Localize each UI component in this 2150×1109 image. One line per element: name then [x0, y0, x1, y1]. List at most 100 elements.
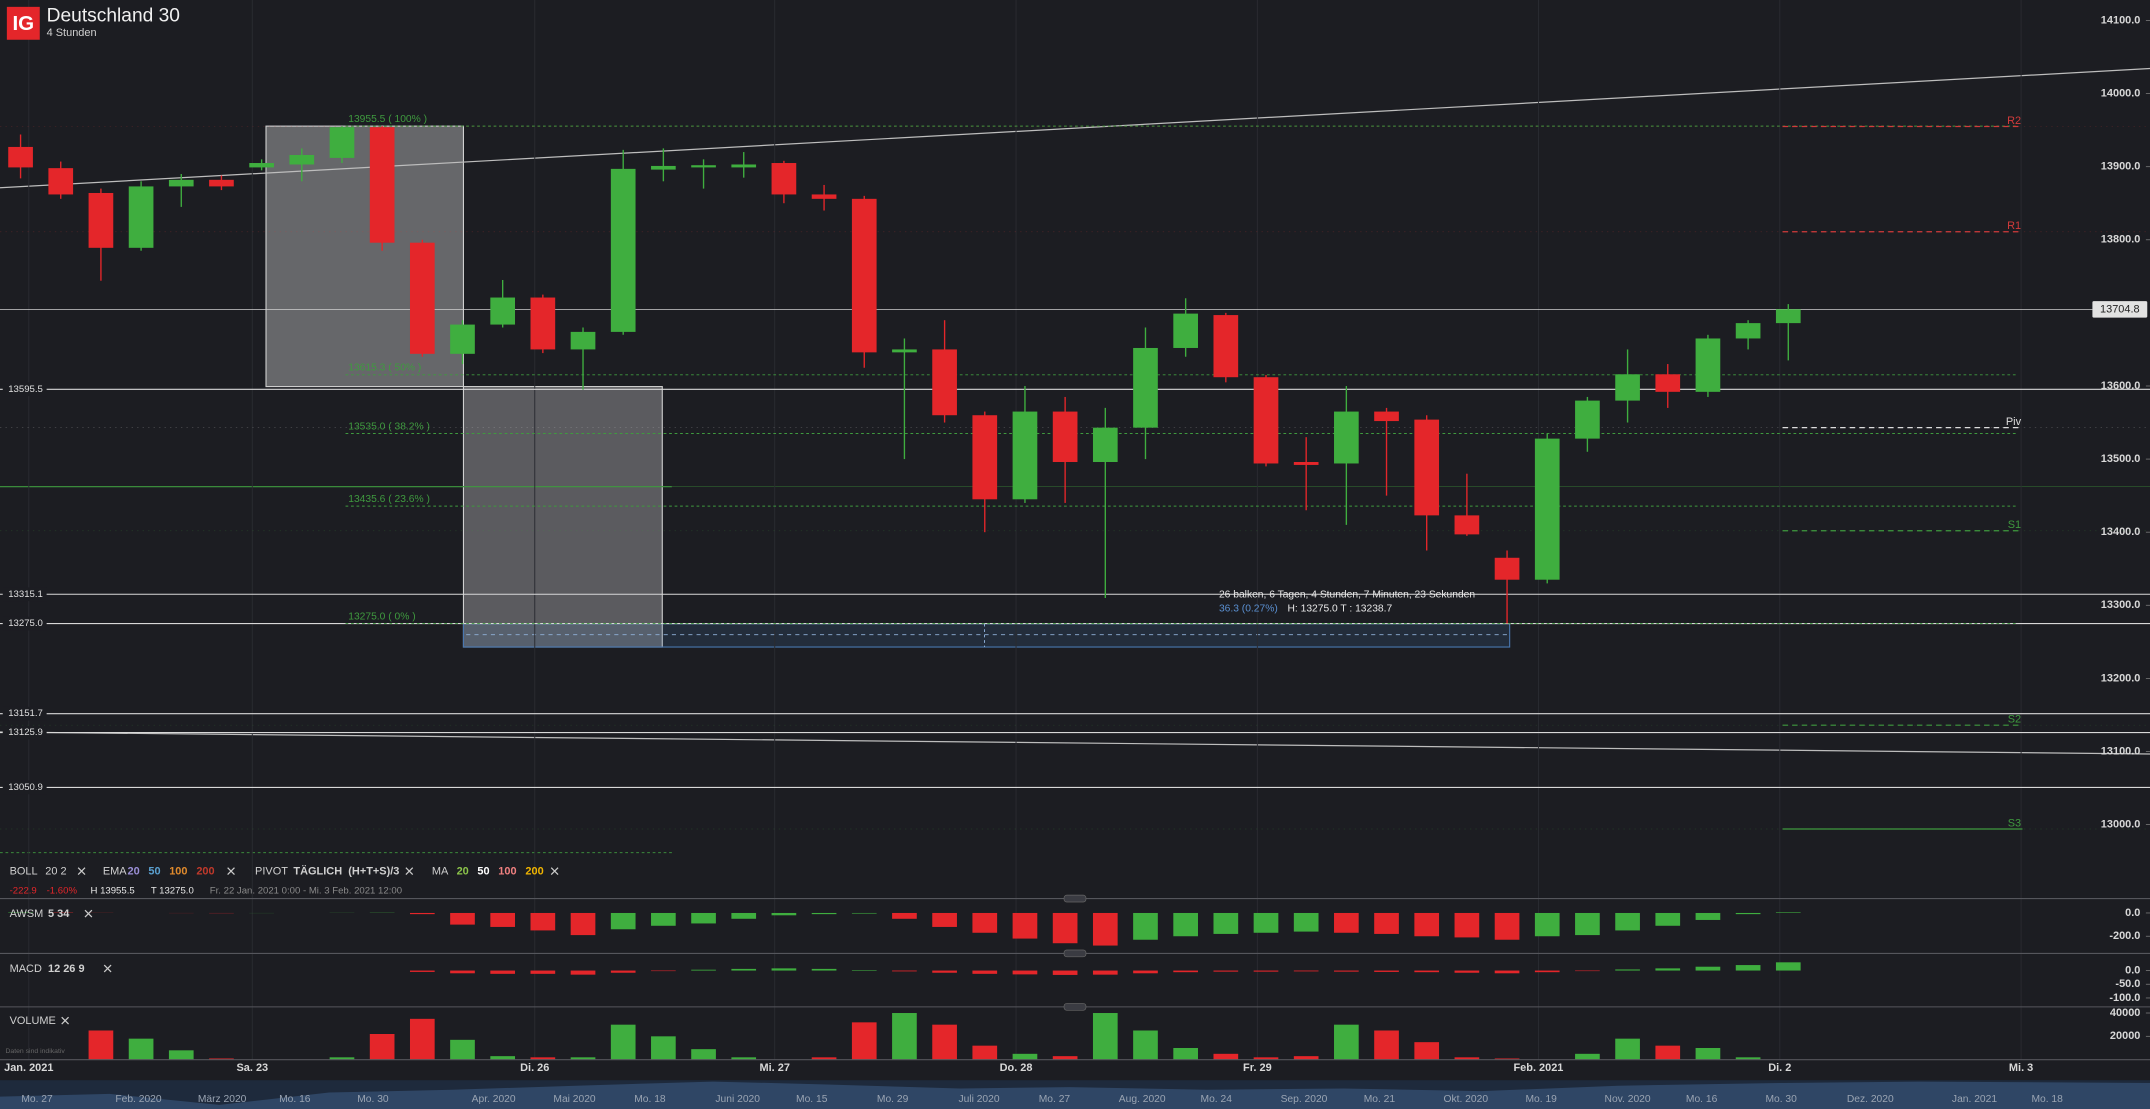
indicator-bar — [1414, 912, 1440, 937]
close-icon[interactable] — [550, 867, 559, 876]
indicator-bar — [570, 912, 596, 936]
navigator-label: Jan. 2021 — [1952, 1094, 1997, 1105]
indicator-bar — [1052, 970, 1078, 975]
indicator-bar — [1092, 1013, 1118, 1060]
candle-body — [811, 194, 837, 199]
candle-body — [490, 297, 516, 325]
indicator-bar — [1173, 912, 1198, 937]
indicator-bar — [209, 1058, 234, 1060]
indicator-bar — [771, 912, 797, 916]
indicator-bar — [610, 912, 636, 930]
indicator-bar — [1092, 912, 1118, 946]
indicator-bar — [369, 1033, 395, 1060]
indicator-bar — [1052, 912, 1078, 944]
navigator-label: Mai 2020 — [553, 1094, 596, 1105]
close-icon[interactable] — [84, 909, 93, 918]
measure-change: 36.3 (0.27%) — [1219, 603, 1278, 614]
indicator-bar — [1334, 912, 1359, 933]
candle-body — [329, 127, 355, 158]
indicator-bar — [409, 1018, 435, 1060]
indicator-bar — [691, 912, 716, 924]
indicator-bar — [1735, 912, 1761, 915]
candle-body — [369, 127, 395, 243]
trend-line — [0, 731, 2150, 755]
indicator-bar — [1293, 912, 1319, 932]
fib-box — [462, 386, 663, 648]
indicator-bar — [570, 1057, 596, 1060]
indicator-bar — [1695, 912, 1721, 920]
indicator-bar — [530, 912, 556, 931]
candle-body — [1052, 411, 1078, 463]
y-tick-label: -200.0 — [2109, 930, 2140, 942]
indicator-bar — [1775, 912, 1801, 913]
indicator-bar — [88, 1030, 114, 1060]
indicator-bar — [1494, 912, 1520, 940]
indicator-bar — [1253, 970, 1279, 972]
x-tick-label: Di. 26 — [520, 1062, 549, 1074]
indicator-name[interactable]: MA — [432, 866, 449, 878]
fib-label: 13955.5 ( 100% ) — [348, 114, 427, 125]
close-icon[interactable] — [227, 867, 235, 876]
pivot-label: S1 — [2008, 519, 2021, 531]
navigator-label: Mo. 24 — [1201, 1094, 1233, 1105]
indicator-bar — [1374, 1030, 1399, 1060]
candle-body — [731, 164, 757, 168]
pivot-label: R2 — [2007, 115, 2021, 127]
y-tick-label: 13200.0 — [2101, 672, 2141, 684]
indicator-bar — [731, 968, 757, 971]
indicator-bar — [1454, 970, 1480, 973]
level-label: 13151.7 — [8, 708, 43, 719]
navigator-label: Mo. 16 — [1686, 1094, 1718, 1105]
candle-body — [1775, 309, 1801, 324]
navigator-label: Juli 2020 — [958, 1094, 999, 1105]
x-tick-label: Fr. 29 — [1243, 1062, 1272, 1074]
indicator-bar — [409, 970, 435, 972]
candle-body — [691, 165, 716, 168]
x-tick-label: Do. 28 — [1000, 1062, 1033, 1074]
panel-params: 5 34 — [48, 908, 70, 920]
indicator-name[interactable]: PIVOT — [255, 866, 288, 878]
panel-resize-handle — [1063, 894, 1087, 903]
indicator-bar — [1775, 962, 1801, 971]
measure-span: 26 balken, 6 Tagen, 4 Stunden, 7 Minuten… — [1219, 590, 1475, 601]
indicator-bar — [1615, 1038, 1640, 1060]
panel-params: 12 26 9 — [48, 963, 85, 975]
navigator-label: Mo. 18 — [2031, 1094, 2063, 1105]
y-tick-label: 13400.0 — [2101, 526, 2141, 538]
close-icon[interactable] — [405, 867, 414, 876]
navigator-label: Okt. 2020 — [1444, 1094, 1489, 1105]
indicator-bar — [450, 970, 475, 974]
indicator-bar — [892, 970, 917, 972]
indicator-bar — [731, 1057, 757, 1060]
navigator-label: Juni 2020 — [715, 1094, 760, 1105]
indicator-bar — [1012, 970, 1038, 975]
indicator-bar — [570, 970, 596, 975]
interval: 4 Stunden — [47, 27, 97, 39]
navigator-label: Mo. 19 — [1526, 1094, 1558, 1105]
pivot-formula: (H+T+S)/3 — [348, 866, 399, 878]
candle-body — [209, 179, 234, 187]
close-icon[interactable] — [103, 964, 112, 973]
change: -222.9 — [10, 886, 37, 897]
candle-body — [1133, 347, 1158, 428]
close-icon[interactable] — [61, 1016, 69, 1025]
period: 50 — [148, 866, 160, 878]
pivot-mode: TÄGLICH — [293, 865, 342, 878]
y-tick-label: 13300.0 — [2101, 599, 2141, 611]
candle-body — [1374, 411, 1399, 422]
indicator-panels: 0.0 -200.0 0.0 -50.0 -100.0 40000 20000 — [0, 894, 2150, 1061]
candle-body — [1494, 557, 1520, 580]
navigator-label: Mo. 18 — [634, 1094, 666, 1105]
indicator-bar — [1695, 966, 1721, 971]
indicator-bar — [1133, 970, 1158, 974]
period: 100 — [498, 866, 516, 878]
candle-body — [932, 349, 957, 416]
indicator-bar — [1494, 970, 1520, 974]
indicator-name[interactable]: EMA — [103, 866, 127, 878]
indicator-name[interactable]: BOLL — [10, 866, 38, 878]
logo: IG — [12, 12, 34, 35]
close-icon[interactable] — [77, 867, 86, 876]
indicator-periods: 20 50 100 200 — [457, 866, 544, 878]
indicator-bar — [128, 1038, 154, 1060]
candle-body — [1454, 515, 1480, 535]
